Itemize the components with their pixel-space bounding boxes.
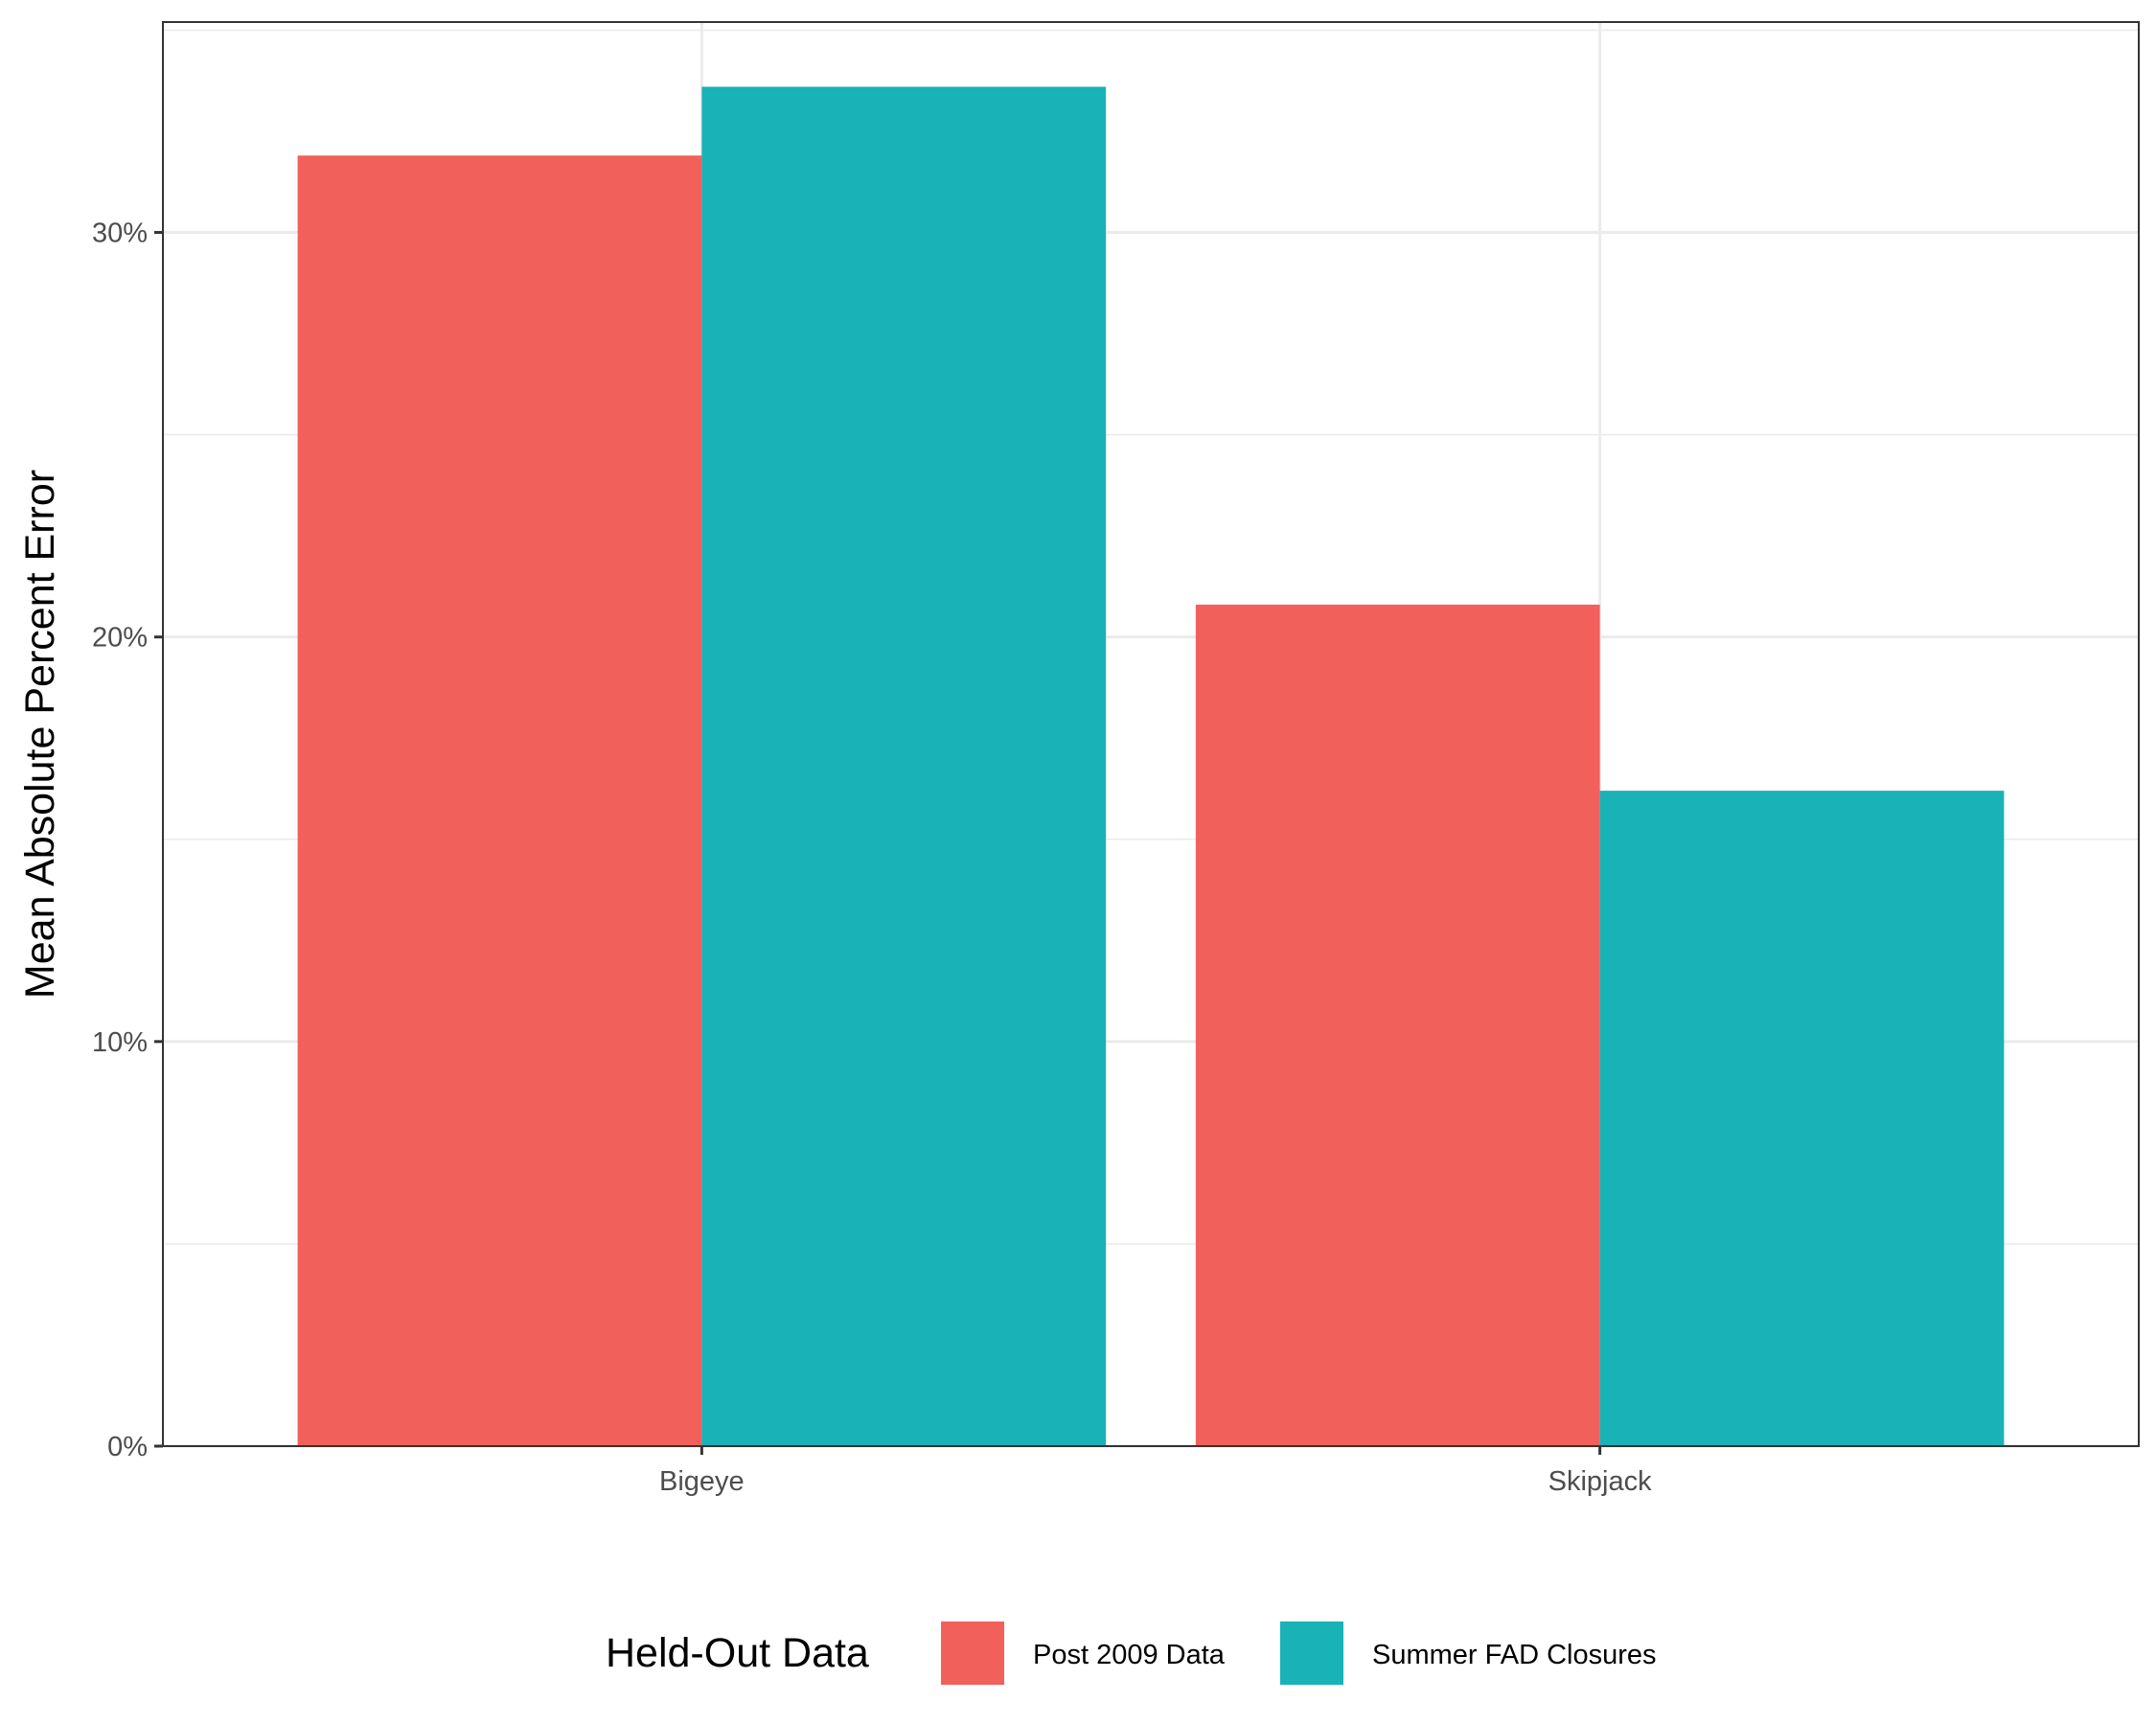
- bar-bigeye-summer-fad-closures: [701, 86, 1107, 1447]
- legend-title: Held-Out Data: [606, 1630, 869, 1676]
- bar-skipjack-summer-fad-closures: [1599, 791, 2005, 1446]
- y-tick-label: 0%: [107, 1432, 148, 1462]
- y-tick-label: 30%: [92, 218, 148, 249]
- plot-border: [162, 21, 2140, 1447]
- bar-skipjack-post-2009-data: [1195, 604, 1600, 1446]
- legend-key: [1280, 1622, 1343, 1685]
- y-axis: 0% 10% 20% 30%: [92, 218, 163, 1462]
- x-tick-label: Skipjack: [1548, 1466, 1652, 1497]
- legend-key: [941, 1622, 1004, 1685]
- legend: Held-Out Data Post 2009 Data Summer FAD C…: [606, 1622, 1657, 1685]
- y-axis-title: Mean Absolute Percent Error: [17, 470, 63, 999]
- bars: [297, 86, 2005, 1447]
- legend-label: Summer FAD Closures: [1372, 1640, 1657, 1670]
- legend-label: Post 2009 Data: [1033, 1640, 1226, 1670]
- x-tick-label: Bigeye: [659, 1466, 745, 1497]
- y-tick-label: 20%: [92, 623, 148, 654]
- y-tick-label: 10%: [92, 1027, 148, 1058]
- bar-bigeye-post-2009-data: [297, 155, 702, 1446]
- x-axis: Bigeye Skipjack: [659, 1446, 1652, 1497]
